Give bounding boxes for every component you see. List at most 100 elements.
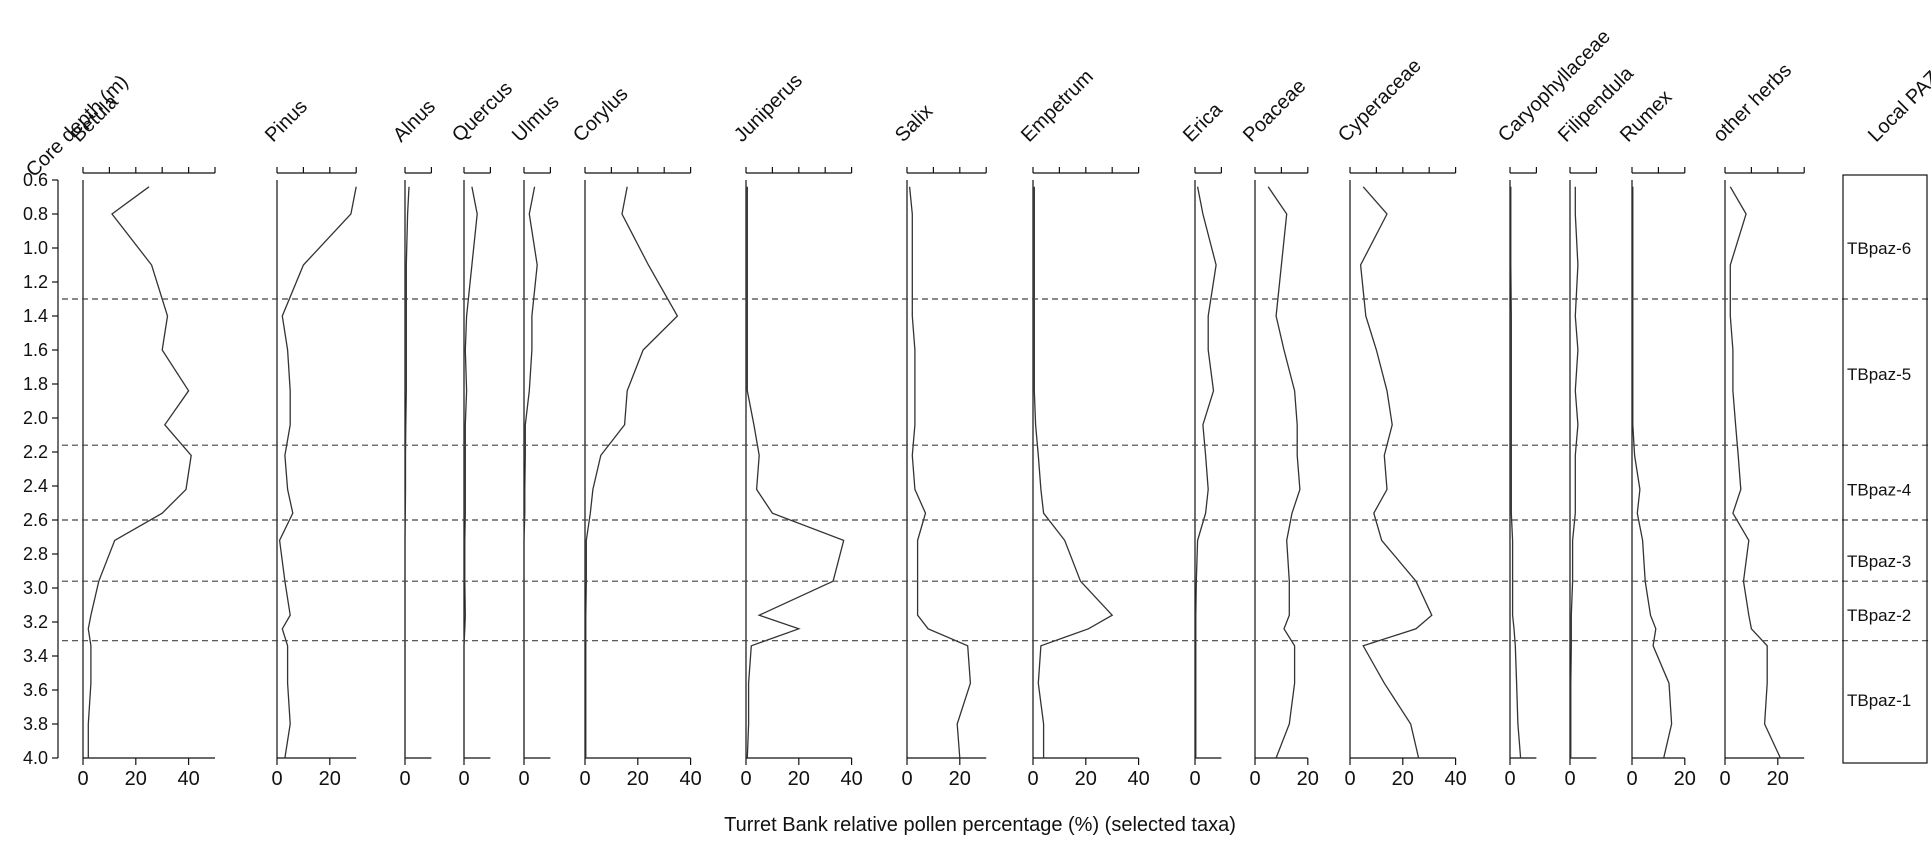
depth-tick-label: 3.6 (23, 680, 48, 700)
x-tick-label: 0 (1344, 768, 1355, 790)
x-tick-label: 40 (840, 768, 862, 790)
taxon-label: Salix (891, 100, 937, 146)
x-tick-label: 0 (1626, 768, 1637, 790)
depth-tick-label: 2.0 (23, 408, 48, 428)
series-line-alnus (404, 186, 410, 758)
series-line-rumex (1632, 186, 1673, 759)
zone-label: TBpaz-6 (1847, 239, 1911, 258)
x-tick-label: 0 (77, 768, 88, 790)
panel-poaceae: 0 20 Poaceae (1239, 75, 1319, 790)
zone-label: TBpaz-4 (1847, 480, 1911, 499)
taxon-label: Pinus (261, 96, 312, 147)
depth-tick-label: 2.2 (23, 442, 48, 462)
depth-tick-label: 0.6 (23, 170, 48, 190)
x-tick-label: 40 (679, 768, 701, 790)
taxon-label: Corylus (569, 83, 632, 146)
x-tick-label: 20 (788, 768, 810, 790)
depth-tick-label: 3.8 (23, 714, 48, 734)
panel-cyperaceae: 0 20 40 Cyperaceae (1334, 55, 1467, 790)
depth-tick-label: 0.8 (23, 204, 48, 224)
x-tick-label: 0 (518, 768, 529, 790)
x-tick-label: 20 (1075, 768, 1097, 790)
series-line-filipendula (1570, 186, 1579, 758)
depth-axis-title: Core depth (m) (22, 71, 133, 182)
x-tick-label: 20 (319, 768, 341, 790)
depth-tick-label: 1.2 (23, 272, 48, 292)
panel-corylus: 0 20 40 Corylus (569, 83, 702, 790)
zone-box (1842, 174, 1928, 764)
x-tick-label: 40 (1444, 768, 1466, 790)
zone-label: TBpaz-2 (1847, 606, 1911, 625)
depth-tick-label: 3.0 (23, 578, 48, 598)
taxon-label: Ulmus (508, 91, 564, 147)
series-line-poaceae (1267, 186, 1301, 759)
depth-tick-label: 2.8 (23, 544, 48, 564)
x-tick-label: 20 (125, 768, 147, 790)
depth-tick-label: 4.0 (23, 748, 48, 768)
panel-rumex: 0 20 Rumex (1616, 86, 1696, 790)
depth-tick-label: 2.6 (23, 510, 48, 530)
x-tick-label: 0 (901, 768, 912, 790)
series-line-betula (87, 186, 192, 758)
depth-tick-label: 2.4 (23, 476, 48, 496)
series-line-empetrum (1033, 186, 1114, 758)
depth-axis: 0.6 0.8 1.0 1.2 1.4 1.6 1.8 2.0 2.2 2.4 2.6 2.8 3.0 3… (23, 170, 59, 768)
panel-other-herbs: 0 20 other herbs (1709, 59, 1805, 790)
series-line-corylus (585, 186, 679, 758)
series-line-ulmus (523, 186, 538, 758)
taxon-label: Caryophyllaceae (1494, 26, 1615, 147)
taxon-label: Poaceae (1239, 75, 1310, 146)
x-tick-label: 0 (271, 768, 282, 790)
series-line-caryophyllaceae (1510, 186, 1522, 759)
zone-label: TBpaz-3 (1847, 552, 1911, 571)
depth-tick-label: 1.6 (23, 340, 48, 360)
x-tick-label: 20 (1297, 768, 1319, 790)
x-tick-label: 0 (1564, 768, 1575, 790)
series-line-pinus (278, 186, 357, 759)
taxon-label: other herbs (1709, 59, 1796, 146)
zone-label: TBpaz-5 (1847, 365, 1911, 384)
panel-quercus: 0 Quercus (448, 78, 517, 790)
panel-caryophyllaceae: 0 Caryophyllaceae (1494, 26, 1615, 790)
x-tick-label: 20 (949, 768, 971, 790)
x-tick-label: 0 (458, 768, 469, 790)
series-line-juniperus (746, 186, 845, 759)
panel-alnus: 0 Alnus (389, 96, 440, 790)
panel-ulmus: 0 Ulmus (508, 91, 564, 790)
taxon-label: Quercus (448, 78, 517, 147)
taxon-label: Alnus (389, 96, 440, 147)
x-tick-label: 20 (1767, 768, 1789, 790)
panel-erica: 0 Erica (1179, 98, 1227, 790)
x-tick-label: 40 (1127, 768, 1149, 790)
series-line-quercus (463, 186, 478, 758)
x-axis-title: Turret Bank relative pollen percentage (… (724, 814, 1236, 836)
zone-header: Local PAZ (1864, 67, 1931, 147)
series-line-cyperaceae (1359, 186, 1433, 759)
x-tick-label: 0 (1719, 768, 1730, 790)
x-tick-label: 0 (579, 768, 590, 790)
panel-juniperus: 0 20 40 Juniperus (730, 70, 863, 790)
depth-tick-label: 1.4 (23, 306, 48, 326)
depth-tick-label: 3.4 (23, 646, 48, 666)
x-tick-label: 0 (1504, 768, 1515, 790)
zone-label: TBpaz-1 (1847, 691, 1911, 710)
depth-tick-label: 1.0 (23, 238, 48, 258)
x-tick-label: 0 (1027, 768, 1038, 790)
x-tick-label: 20 (1674, 768, 1696, 790)
x-tick-label: 20 (1392, 768, 1414, 790)
series-line-salix (908, 186, 972, 759)
taxon-label: Rumex (1616, 86, 1676, 146)
depth-tick-label: 1.8 (23, 374, 48, 394)
x-tick-label: 40 (177, 768, 199, 790)
series-line-other-herbs (1729, 186, 1781, 759)
x-tick-label: 0 (399, 768, 410, 790)
taxon-label: Empetrum (1017, 66, 1098, 147)
x-tick-label: 0 (740, 768, 751, 790)
series-line-erica (1195, 186, 1217, 758)
x-tick-label: 0 (1249, 768, 1260, 790)
x-tick-label: 20 (627, 768, 649, 790)
